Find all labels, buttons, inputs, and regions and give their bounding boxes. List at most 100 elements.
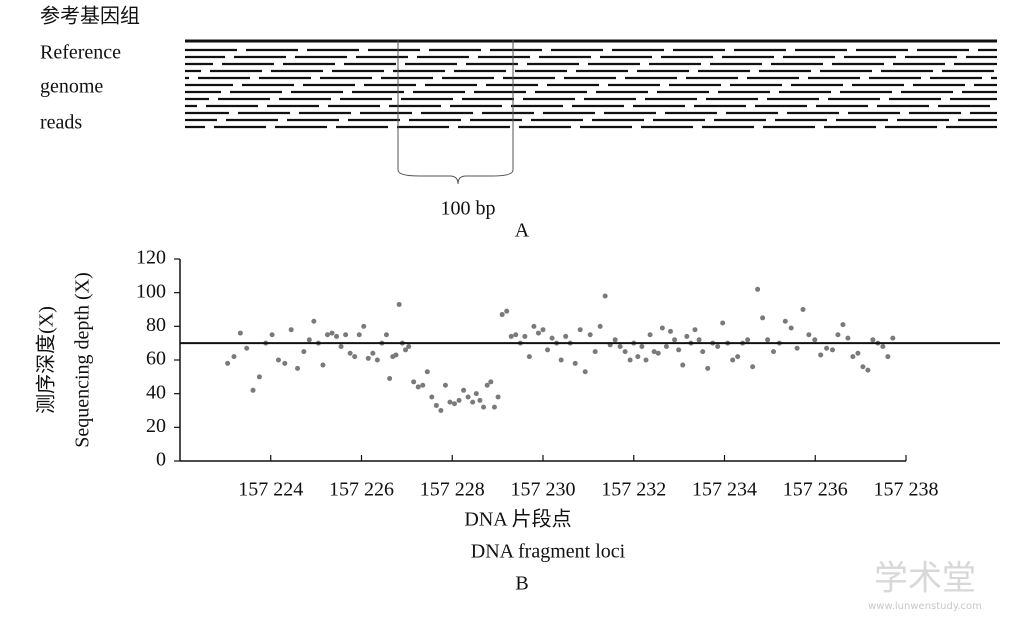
point — [320, 362, 326, 368]
point — [700, 349, 706, 355]
point — [818, 352, 824, 358]
point — [643, 357, 649, 363]
x-tick-label: 157 226 — [329, 479, 394, 501]
point — [730, 357, 736, 363]
y-tick-label: 40 — [146, 381, 166, 403]
point — [370, 350, 376, 356]
point — [545, 347, 551, 353]
point — [651, 349, 657, 355]
point — [231, 354, 237, 360]
point — [356, 332, 362, 338]
point — [794, 345, 800, 351]
point — [659, 325, 665, 331]
point — [850, 354, 856, 360]
point — [424, 369, 430, 375]
point — [540, 327, 546, 333]
point — [829, 347, 835, 353]
point — [438, 408, 444, 413]
label: Reference — [40, 42, 121, 64]
point — [499, 312, 505, 318]
point — [715, 344, 721, 350]
point — [531, 323, 537, 329]
point — [338, 344, 344, 350]
point — [352, 354, 358, 360]
point — [602, 293, 608, 299]
point — [824, 345, 830, 351]
point — [237, 330, 243, 336]
point — [403, 347, 409, 353]
point — [365, 355, 371, 361]
point — [452, 401, 458, 407]
point — [225, 360, 231, 366]
y-tick-label: 120 — [136, 247, 166, 269]
point — [429, 394, 435, 400]
point — [244, 345, 250, 351]
point — [622, 349, 628, 355]
y-tick-label: 100 — [136, 280, 166, 302]
point — [639, 344, 645, 350]
point — [484, 382, 490, 388]
x-tick-label: 157 238 — [874, 479, 939, 501]
point — [668, 328, 674, 334]
panel-label: B — [515, 573, 528, 595]
point — [885, 354, 891, 360]
point — [845, 335, 851, 341]
point — [865, 367, 871, 373]
point — [522, 333, 528, 339]
point — [433, 402, 439, 408]
x-tick-label: 157 230 — [511, 479, 576, 501]
point — [329, 330, 335, 336]
point — [627, 357, 633, 363]
point — [745, 337, 751, 343]
point — [806, 332, 812, 338]
point — [800, 307, 806, 312]
point — [563, 333, 569, 339]
point — [735, 354, 741, 360]
y-tick-label: 60 — [146, 348, 166, 370]
point — [473, 391, 479, 397]
window-bracket — [397, 40, 514, 185]
point — [508, 333, 514, 339]
point — [301, 349, 307, 355]
point — [558, 357, 564, 363]
point — [835, 332, 841, 338]
point — [771, 349, 777, 355]
point — [387, 376, 393, 382]
point — [361, 323, 367, 329]
x-tick-label: 157 224 — [238, 479, 303, 501]
y-axis-title: Sequencing depth (X) — [72, 272, 94, 448]
point — [383, 332, 389, 338]
point — [755, 286, 761, 292]
point — [535, 330, 541, 336]
x-axis-title: DNA fragment loci — [471, 541, 626, 563]
point — [855, 350, 861, 356]
point — [396, 301, 402, 307]
point — [470, 399, 476, 405]
point — [256, 374, 262, 380]
watermark-url: www.lunwenstudy.com — [868, 601, 982, 612]
point — [374, 357, 380, 363]
point — [582, 369, 588, 375]
watermark: 学术堂 — [874, 559, 976, 599]
point — [465, 394, 471, 400]
point — [750, 364, 756, 370]
y-tick-label: 0 — [156, 449, 166, 471]
x-tick-label: 157 234 — [692, 479, 757, 501]
point — [442, 382, 448, 388]
point — [663, 344, 669, 350]
point — [840, 322, 846, 328]
y-tick-label: 80 — [146, 314, 166, 336]
point — [456, 397, 462, 403]
point — [334, 333, 340, 339]
point — [311, 318, 317, 324]
point — [680, 362, 686, 368]
point — [788, 325, 794, 331]
x-tick-label: 157 228 — [420, 479, 485, 501]
point — [324, 332, 330, 338]
point — [477, 397, 483, 403]
point — [406, 344, 412, 350]
point — [592, 349, 598, 355]
point — [720, 320, 726, 326]
point — [572, 360, 578, 366]
